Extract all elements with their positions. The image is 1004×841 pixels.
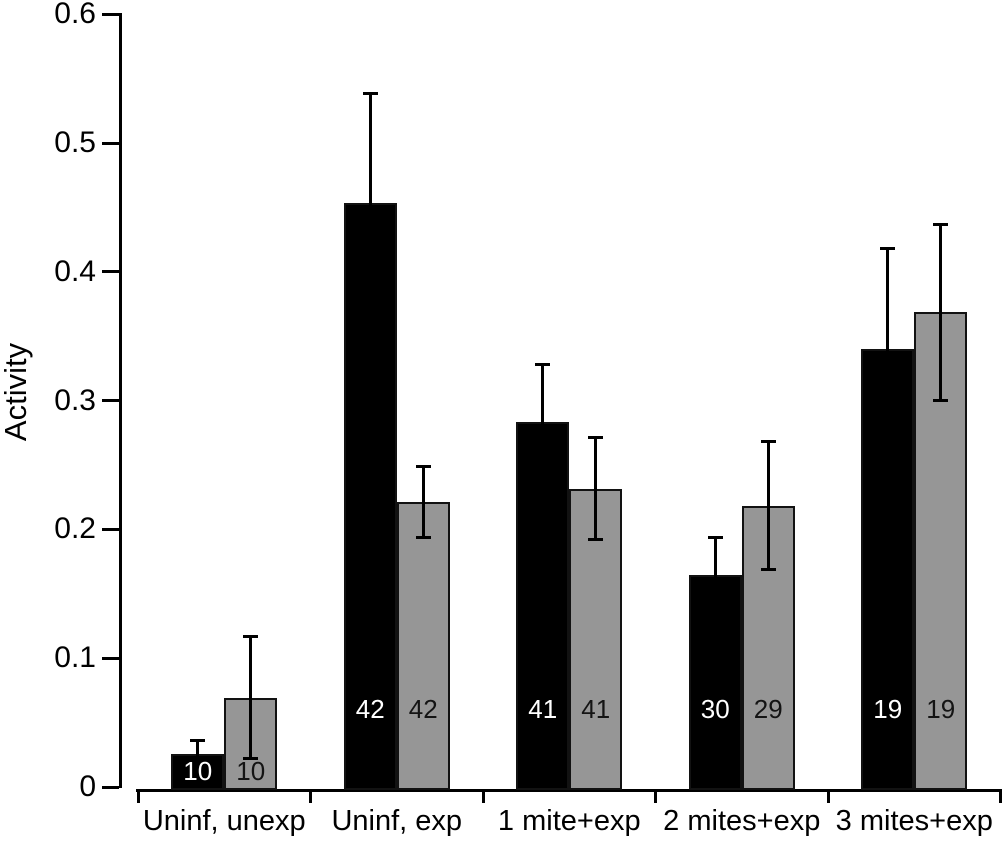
y-tick-label: 0.2	[54, 512, 96, 546]
bar-black-bars	[516, 421, 570, 790]
y-tick	[102, 656, 119, 660]
error-bar-line	[939, 223, 943, 402]
error-bar-cap-bottom	[760, 568, 776, 572]
error-bar-cap-bottom	[415, 535, 431, 539]
x-tick	[654, 789, 657, 803]
y-axis-title: Activity	[0, 342, 33, 442]
error-bar-cap-top	[760, 440, 776, 444]
x-axis-category-label: Uninf, exp	[331, 805, 463, 837]
error-bar-line	[249, 635, 253, 760]
error-bar-cap-top	[880, 247, 896, 251]
x-axis-category-label: 2 mites+exp	[663, 805, 821, 837]
bar-gray-bars	[569, 488, 623, 790]
y-tick-label: 0.6	[54, 0, 96, 31]
bar-count-label: 19	[926, 694, 956, 724]
error-bar-cap-top	[535, 362, 551, 366]
bar-gray-bars	[396, 501, 450, 790]
y-tick-label: 0.5	[54, 126, 96, 159]
bar-black-bars	[171, 754, 225, 790]
y-tick	[102, 12, 119, 16]
bar-black-bars	[343, 202, 397, 790]
error-bar-line	[196, 740, 200, 758]
bar-black-bars	[861, 348, 915, 790]
bar-count-label: 19	[873, 694, 903, 724]
error-bar-cap-top	[362, 92, 378, 96]
y-tick	[102, 527, 119, 531]
error-bar-line	[368, 93, 372, 206]
error-bar-line	[421, 465, 425, 538]
error-bar-line	[766, 441, 770, 571]
bar-count-label: 42	[355, 694, 385, 724]
y-tick-label: 0.3	[54, 383, 96, 417]
error-bar-cap-bottom	[243, 757, 259, 761]
y-tick-label: 0.4	[54, 254, 96, 288]
x-tick	[826, 789, 830, 803]
error-bar-cap-bottom	[588, 538, 604, 542]
bar-count-label: 10	[236, 756, 266, 786]
error-bar-cap-top	[243, 634, 259, 638]
error-bar-line	[594, 437, 598, 541]
x-axis-category-label: 1 mite+exp	[497, 805, 641, 837]
bar-count-label: 42	[408, 694, 438, 724]
error-bar-cap-top	[707, 535, 723, 539]
error-bar-cap-top	[588, 436, 604, 440]
error-bar-cap-top	[415, 464, 431, 468]
bar-count-label: 41	[528, 694, 558, 724]
x-tick	[481, 789, 485, 803]
x-tick	[136, 789, 140, 803]
x-tick	[999, 789, 1002, 803]
x-axis-category-label: 3 mites+exp	[835, 805, 993, 837]
bar-count-label: 10	[183, 756, 213, 786]
error-bar-line	[541, 363, 545, 425]
error-bar-cap-top	[190, 739, 206, 743]
error-bar-cap-top	[933, 222, 949, 226]
y-tick	[102, 399, 119, 403]
y-tick-label: 0	[79, 770, 96, 803]
y-tick-label: 0.1	[54, 641, 96, 675]
x-axis-line	[136, 789, 1002, 792]
bar-count-label: 41	[581, 694, 611, 724]
error-bar-line	[713, 536, 717, 579]
y-axis-line	[119, 12, 122, 789]
error-bar-line	[886, 248, 890, 352]
bar-black-bars	[688, 575, 742, 790]
x-tick	[309, 789, 312, 803]
y-tick	[102, 785, 119, 789]
y-tick	[102, 270, 119, 274]
x-axis-category-label: Uninf, unexp	[142, 805, 306, 837]
y-tick	[102, 141, 119, 145]
error-bar-cap-bottom	[933, 399, 949, 403]
bar-count-label: 30	[700, 694, 730, 724]
bar-count-label: 29	[753, 694, 783, 724]
